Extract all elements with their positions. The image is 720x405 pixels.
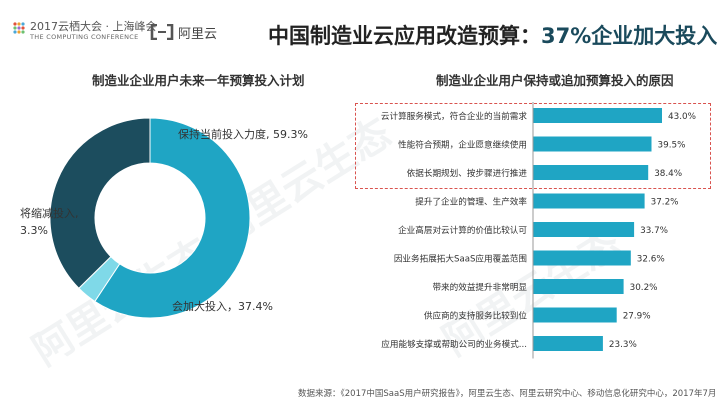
- conference-logo: 2017云栖大会 · 上海峰会 THE COMPUTING CONFERENCE: [12, 18, 156, 48]
- dots-logo-icon: [13, 22, 25, 34]
- bar-category-label: 因业务拓展拓大SaaS应用覆盖范围: [394, 253, 527, 265]
- bar-value-label: 30.2%: [630, 283, 658, 293]
- bar: [533, 165, 649, 180]
- bar-category-label: 提升了企业的管理、生产效率: [415, 196, 527, 208]
- pie-slice: [94, 117, 251, 319]
- bar: [533, 279, 624, 294]
- pie-slice: [49, 117, 151, 289]
- bar-category-label: 应用能够支撑或帮助公司的业务模式...: [381, 338, 527, 350]
- conference-subtitle: THE COMPUTING CONFERENCE: [30, 33, 139, 41]
- bar-value-label: 33.7%: [640, 226, 668, 236]
- page-title-prefix: 中国制造业云应用改造预算：: [268, 24, 541, 48]
- bar-value-label: 27.9%: [623, 312, 651, 322]
- pie-label: 会加大投入，37.4%: [172, 299, 273, 313]
- bar-chart-svg: 云计算服务模式，符合企业的当前需求 43.0% 性能符合预期，企业愿意继续使用 39.…: [381, 102, 696, 359]
- bar-chart-title: 制造业企业用户保持或追加预算投入的原因: [436, 73, 674, 88]
- aliyun-logo-icon: [150, 24, 174, 40]
- pie-label: 将缩减投入,: [20, 206, 79, 220]
- bar-chart: 云计算服务模式，符合企业的当前需求 43.0% 性能符合预期，企业愿意继续使用 39.…: [350, 100, 715, 360]
- bar-value-label: 37.2%: [651, 198, 679, 208]
- bar-category-label: 云计算服务模式，符合企业的当前需求: [381, 110, 528, 122]
- bar-value-label: 23.3%: [609, 340, 637, 350]
- bar: [533, 193, 645, 209]
- bar-category-label: 性能符合预期，企业愿意继续使用: [398, 139, 527, 151]
- pie-chart-svg: 保持当前投入力度, 59.3% 将缩减投入, 3.3% 会加大投入，37.4%: [20, 117, 308, 319]
- bar-category-label: 供应商的支持服务比较到位: [424, 310, 528, 322]
- page-title-highlight: 37%企业加大投入: [541, 24, 718, 48]
- bar: [533, 307, 617, 323]
- bar-category-label: 带来的效益提升非常明显: [432, 281, 527, 293]
- bar: [533, 222, 635, 237]
- pie-label: 3.3%: [20, 224, 48, 237]
- bar-category-label: 企业高层对云计算的价值比较认可: [398, 224, 527, 236]
- header: 2017云栖大会 · 上海峰会 THE COMPUTING CONFERENCE…: [0, 0, 720, 58]
- bar: [533, 336, 603, 351]
- pie-chart-title: 制造业企业用户未来一年预算投入计划: [92, 73, 305, 88]
- brand-name: 阿里云: [178, 27, 218, 42]
- conference-title: 2017云栖大会 · 上海峰会: [30, 20, 157, 33]
- data-source: 数据来源：《2017中国SaaS用户研究报告》，阿里云生态、阿里云研究中心、移动…: [298, 389, 717, 399]
- bar-value-label: 43.0%: [668, 112, 696, 122]
- bar: [533, 108, 662, 123]
- bar: [533, 250, 631, 266]
- bar-value-label: 38.4%: [654, 169, 682, 179]
- page-title: 中国制造业云应用改造预算：37%企业加大投入: [268, 20, 717, 50]
- pie-label: 保持当前投入力度, 59.3%: [178, 127, 308, 141]
- pie-chart: 保持当前投入力度, 59.3% 将缩减投入, 3.3% 会加大投入，37.4%: [20, 98, 330, 348]
- bar: [533, 136, 652, 152]
- bar-category-label: 依据长期规划、按步骤进行推进: [407, 167, 528, 179]
- bar-value-label: 32.6%: [637, 255, 665, 265]
- bar-value-label: 39.5%: [658, 141, 686, 151]
- highlight-box: [355, 103, 711, 189]
